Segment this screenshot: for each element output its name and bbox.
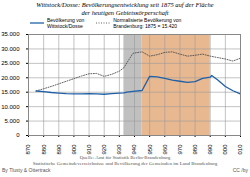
html-text:Normalisierte Bevölkerung von: Normalisierte Bevölkerung von Brandenbur…: [113, 17, 182, 29]
svg-text:1870: 1870: [25, 144, 31, 155]
html-text:By Tlusty & Ottertrack: By Tlusty & Ottertrack: [2, 167, 51, 173]
svg-text:1980: 1980: [192, 144, 198, 155]
svg-text:1910: 1910: [86, 144, 92, 155]
svg-text:15.000: 15.000: [1, 89, 20, 95]
html-text:Quelle: Amt für Statistik Berl: Quelle: Amt für Statistik Berlin-Branden…: [32, 155, 218, 166]
svg-text:1890: 1890: [56, 144, 62, 155]
html-text:CC /by: CC /by: [232, 167, 248, 173]
html-text:Bevölkerung von Wittstock/Doss: Bevölkerung von Wittstock/Dosse: [47, 17, 85, 29]
svg-text:1950: 1950: [147, 144, 153, 155]
svg-text:0: 0: [16, 132, 20, 138]
svg-text:30.000: 30.000: [1, 46, 20, 52]
svg-text:1940: 1940: [131, 144, 137, 155]
svg-text:1920: 1920: [101, 144, 107, 155]
svg-text:1930: 1930: [116, 144, 122, 155]
svg-text:2000: 2000: [222, 144, 228, 155]
svg-text:2010: 2010: [237, 144, 243, 155]
svg-text:1990: 1990: [207, 144, 213, 155]
html-text:Wittstock/Dosse: Bevölkerungse: Wittstock/Dosse: Bevölkerungsentwicklung…: [36, 1, 214, 16]
svg-text:35.000: 35.000: [1, 31, 20, 37]
svg-text:25.000: 25.000: [1, 60, 20, 66]
svg-text:1960: 1960: [162, 144, 168, 155]
svg-text:1880: 1880: [41, 144, 47, 155]
svg-text:1900: 1900: [71, 144, 77, 155]
svg-text:1970: 1970: [177, 144, 183, 155]
svg-text:5.000: 5.000: [4, 118, 20, 124]
svg-text:20.000: 20.000: [1, 75, 20, 81]
svg-text:10.000: 10.000: [1, 104, 20, 110]
